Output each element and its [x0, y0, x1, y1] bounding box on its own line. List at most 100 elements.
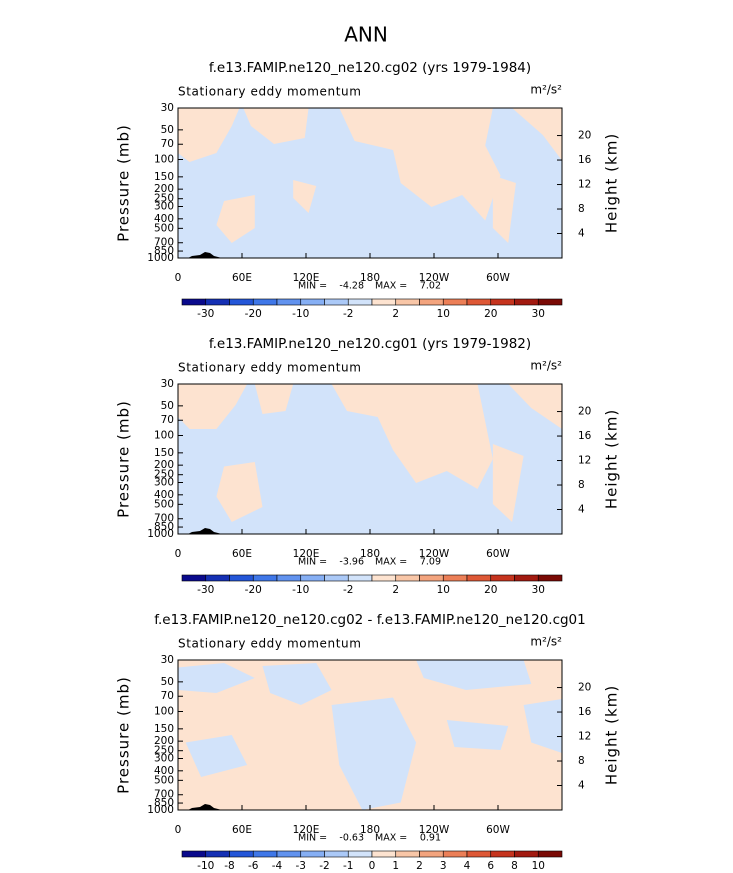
colorbar-box: [205, 850, 230, 858]
contour-region: [331, 697, 417, 810]
colorbar-box: [514, 298, 539, 306]
x-tick-label: 120E: [293, 272, 320, 284]
colorbar-label: 1: [392, 860, 399, 872]
y-tick-label: 250: [154, 193, 174, 205]
panel-subtitle: Stationary eddy momentum: [178, 637, 362, 651]
x-tick-label: 180: [360, 824, 380, 836]
x-tick-label: 0: [175, 824, 182, 836]
x-tick-label: 120E: [293, 824, 320, 836]
contour-region: [523, 699, 562, 753]
y-tick-label: 70: [161, 414, 174, 426]
y-tick-label: 100: [154, 706, 174, 718]
colorbar-box: [514, 574, 539, 582]
topography: [188, 528, 222, 534]
colorbar-label: 30: [532, 584, 545, 596]
colorbar-box: [276, 298, 302, 306]
colorbar-box: [466, 850, 492, 858]
y-tick-label: 30: [161, 654, 174, 666]
colorbar-box: [229, 850, 254, 858]
y-axis-label: Pressure (mb): [115, 124, 133, 242]
y-tick-label: 850: [154, 521, 174, 533]
x-tick-label: 120W: [419, 548, 450, 560]
colorbar-box: [395, 850, 420, 858]
colorbar-box: [395, 574, 420, 582]
y-tick-label: 50: [161, 676, 174, 688]
colorbar-label: -8: [224, 860, 234, 872]
contour-field: [178, 108, 562, 258]
colorbar-box: [442, 574, 468, 582]
colorbar-box: [252, 574, 278, 582]
y2-tick-label: 20: [578, 682, 591, 694]
panel-subtitle: Stationary eddy momentum: [178, 85, 362, 99]
panel-subtitle: Stationary eddy momentum: [178, 361, 362, 375]
y-axis-label: Pressure (mb): [115, 676, 133, 794]
contour-region: [178, 384, 248, 429]
colorbar-box: [537, 574, 563, 582]
contour-region: [243, 108, 309, 144]
colorbar-label: -4: [272, 860, 283, 872]
colorbar-label: -2: [343, 308, 353, 320]
contour-region: [416, 660, 532, 690]
colorbar-label: -3: [296, 860, 306, 872]
y-tick-label: 150: [154, 447, 174, 459]
y-tick-label: 500: [154, 498, 174, 510]
colorbar-box: [371, 574, 397, 582]
colorbar-box: [181, 574, 207, 582]
colorbar-label: -2: [343, 584, 353, 596]
colorbar-box: [395, 298, 420, 306]
colorbar-box: [300, 574, 325, 582]
colorbar-box: [347, 574, 373, 582]
colorbar-box: [252, 850, 278, 858]
colorbar-box: [371, 850, 397, 858]
figure-title: ANN: [344, 23, 388, 47]
colorbar-box: [276, 850, 302, 858]
contour-region: [512, 108, 562, 161]
colorbar-label: 4: [464, 860, 471, 872]
colorbar-label: -30: [197, 584, 214, 596]
min-label: MIN =: [298, 833, 327, 844]
min-value: -3.96: [339, 557, 364, 568]
y2-tick-label: 8: [578, 755, 585, 767]
colorbar-box: [442, 850, 468, 858]
colorbar-box: [300, 298, 325, 306]
colorbar-box: [419, 298, 444, 306]
y-tick-label: 150: [154, 171, 174, 183]
contour-field: [178, 384, 562, 534]
contour-region: [185, 735, 248, 777]
contour-region: [254, 384, 294, 414]
contour-region: [446, 720, 509, 750]
contour-region: [508, 384, 562, 429]
contour-region: [216, 462, 263, 522]
y-tick-label: 200: [154, 459, 174, 471]
units: m²/s²: [530, 83, 562, 97]
y-tick-label: 400: [154, 213, 174, 225]
colorbar-label: -6: [248, 860, 259, 872]
colorbar-label: 2: [392, 308, 399, 320]
colorbar-label: 30: [532, 308, 545, 320]
x-tick-label: 60E: [232, 272, 252, 284]
topography: [188, 804, 222, 810]
y-tick-label: 100: [154, 430, 174, 442]
y2-tick-label: 4: [578, 504, 585, 516]
y-tick-label: 70: [161, 690, 174, 702]
colorbar-box: [442, 298, 468, 306]
colorbar-box: [371, 298, 397, 306]
max-label: MAX =: [375, 833, 407, 844]
y2-tick-label: 16: [578, 154, 592, 166]
colorbar-label: -20: [245, 308, 262, 320]
y2-tick-label: 8: [578, 479, 585, 491]
y-tick-label: 150: [154, 723, 174, 735]
contour-region: [492, 444, 524, 522]
contour-region: [293, 180, 317, 213]
y-tick-label: 100: [154, 154, 174, 166]
colorbar-box: [276, 574, 302, 582]
units: m²/s²: [530, 635, 562, 649]
y2-tick-label: 16: [578, 430, 592, 442]
units: m²/s²: [530, 359, 562, 373]
colorbar-box: [181, 298, 207, 306]
contour-region: [216, 195, 255, 243]
y-tick-label: 200: [154, 735, 174, 747]
colorbar-box: [205, 574, 230, 582]
colorbar-box: [419, 850, 444, 858]
y-tick-label: 500: [154, 222, 174, 234]
